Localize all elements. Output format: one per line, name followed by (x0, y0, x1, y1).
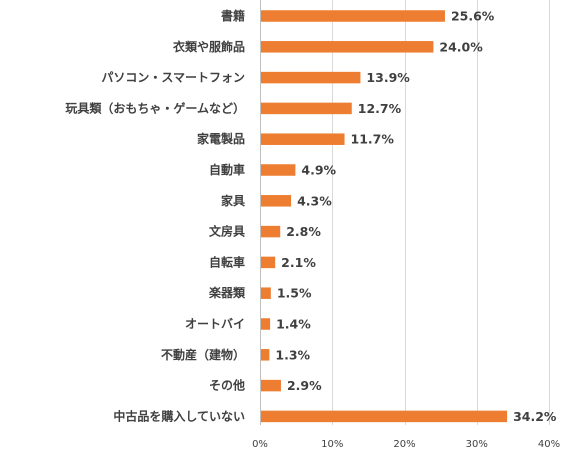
value-label: 34.2% (513, 409, 557, 424)
category-label: 家電製品 (197, 131, 245, 146)
bar (261, 71, 361, 84)
bar (261, 379, 281, 392)
value-label: 1.5% (277, 286, 312, 301)
category-label: 楽器類 (209, 285, 246, 300)
value-label: 11.7% (351, 132, 395, 147)
bar (261, 133, 345, 145)
bar (261, 195, 292, 207)
value-label: 13.9% (366, 70, 410, 85)
value-labels: 25.6% 24.0% 13.9% 12.7% 11.7% 4.9% 4.3% 2.8% 2.1… (275, 9, 557, 424)
value-label: 2.9% (287, 378, 322, 393)
x-axis-ticks: 0% 10% 20% 30% 40% (252, 439, 560, 450)
category-label: 自動車 (209, 162, 245, 177)
category-label: 文房具 (209, 224, 245, 239)
value-label: 24.0% (439, 39, 483, 54)
x-tick-label: 10% (321, 439, 343, 450)
bar (261, 164, 296, 176)
category-label: 家具 (221, 193, 245, 208)
gridlines (260, 0, 550, 425)
bar (261, 410, 508, 423)
category-label: 衣類や服飾品 (173, 39, 245, 54)
value-label: 1.3% (275, 347, 310, 362)
category-label: パソコン・スマートフォン (101, 71, 245, 85)
x-tick-label: 20% (393, 439, 415, 450)
bar (261, 287, 271, 299)
bar (261, 318, 271, 330)
value-label: 12.7% (358, 101, 402, 116)
value-label: 4.3% (297, 193, 332, 208)
bars (261, 10, 508, 423)
value-label: 25.6% (451, 9, 495, 24)
value-label: 2.8% (286, 224, 321, 239)
category-label: オートバイ (185, 317, 245, 331)
value-label: 2.1% (281, 255, 316, 270)
bar (261, 349, 270, 361)
category-label: 書籍 (221, 8, 245, 23)
category-label: 不動産（建物） (161, 347, 245, 362)
value-label: 1.4% (276, 317, 311, 332)
x-tick-label: 0% (252, 439, 268, 450)
x-tick-label: 40% (538, 439, 560, 450)
bar (261, 225, 281, 238)
bar (261, 41, 434, 53)
category-label: 玩具類（おもちゃ・ゲームなど） (65, 100, 245, 115)
x-tick-label: 30% (466, 439, 488, 450)
bar (261, 256, 276, 269)
category-label: その他 (209, 378, 245, 393)
category-label: 中古品を購入していない (113, 408, 245, 423)
value-label: 4.9% (301, 163, 336, 178)
category-label: 自転車 (209, 254, 245, 269)
bar (261, 10, 445, 22)
bar (261, 102, 352, 115)
